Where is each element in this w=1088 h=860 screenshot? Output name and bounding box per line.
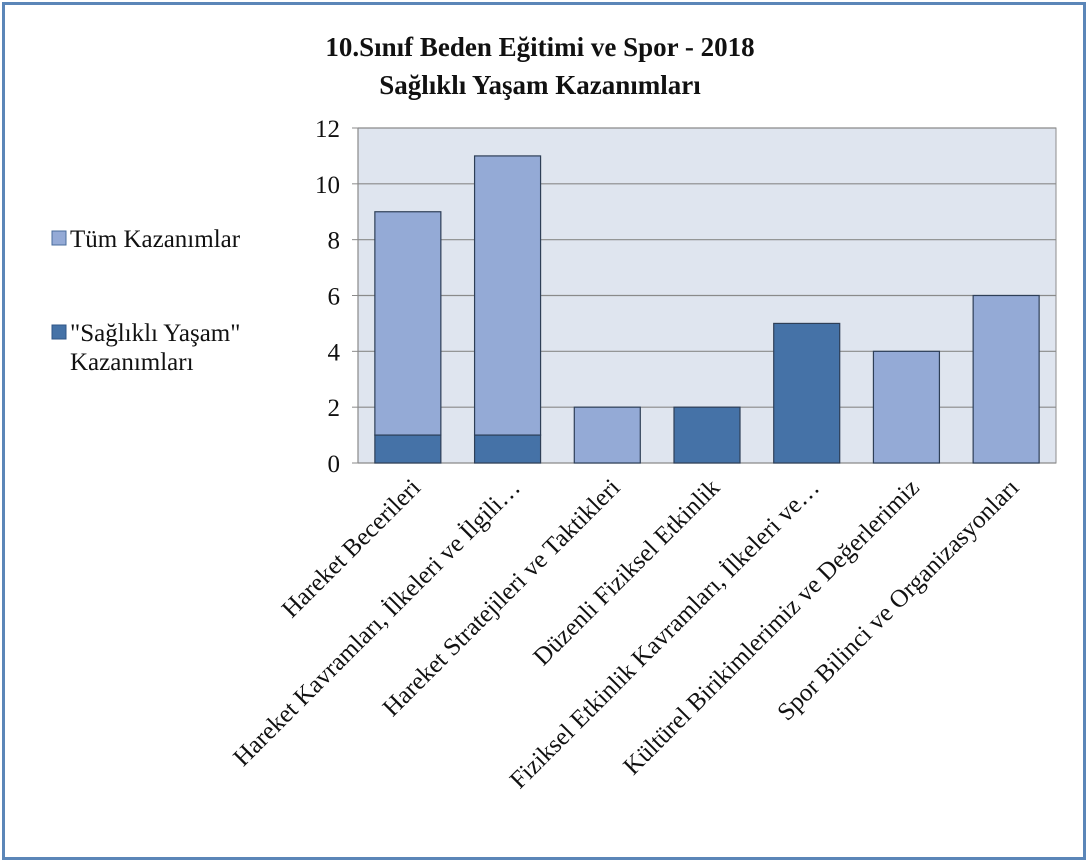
legend-swatch-healthy (51, 324, 67, 340)
y-tick-label: 8 (328, 228, 341, 255)
y-tick-label: 6 (328, 284, 341, 311)
y-tick-label: 0 (328, 451, 341, 478)
bar-saglikli-yasam (773, 322, 841, 464)
legend-label-healthy: "Sağlıklı Yaşam" Kazanımları (70, 320, 247, 376)
x-category-label: Düzenli Fiziksel Etkinlik (528, 474, 725, 671)
bar-all-kazanimlar (573, 406, 641, 464)
y-tick-label: 4 (328, 339, 341, 366)
y-tick-label: 10 (315, 172, 340, 199)
y-tick-label: 2 (328, 395, 341, 422)
y-axis: 0 2 4 6 8 10 12 (315, 116, 359, 478)
legend-swatch-all (51, 230, 67, 246)
bar-all-kazanimlar (872, 350, 941, 464)
y-tick-label: 12 (315, 116, 340, 143)
bar-saglikli-yasam (673, 406, 741, 464)
bar-all-kazanimlar (972, 294, 1040, 464)
bar-all-kazanimlar (374, 211, 442, 436)
bars (374, 155, 1040, 464)
legend-label-all: Tüm Kazanımlar (70, 226, 241, 253)
bar-saglikli-yasam (473, 434, 542, 464)
bar-all-kazanimlar (473, 155, 542, 436)
bar-saglikli-yasam (374, 434, 442, 464)
legend: Tüm Kazanımlar "Sağlıklı Yaşam" Kazanıml… (51, 226, 247, 376)
chart-subtitle: Sağlıklı Yaşam Kazanımları (379, 70, 701, 100)
chart-title: 10.Sınıf Beden Eğitimi ve Spor - 2018 (325, 32, 754, 62)
